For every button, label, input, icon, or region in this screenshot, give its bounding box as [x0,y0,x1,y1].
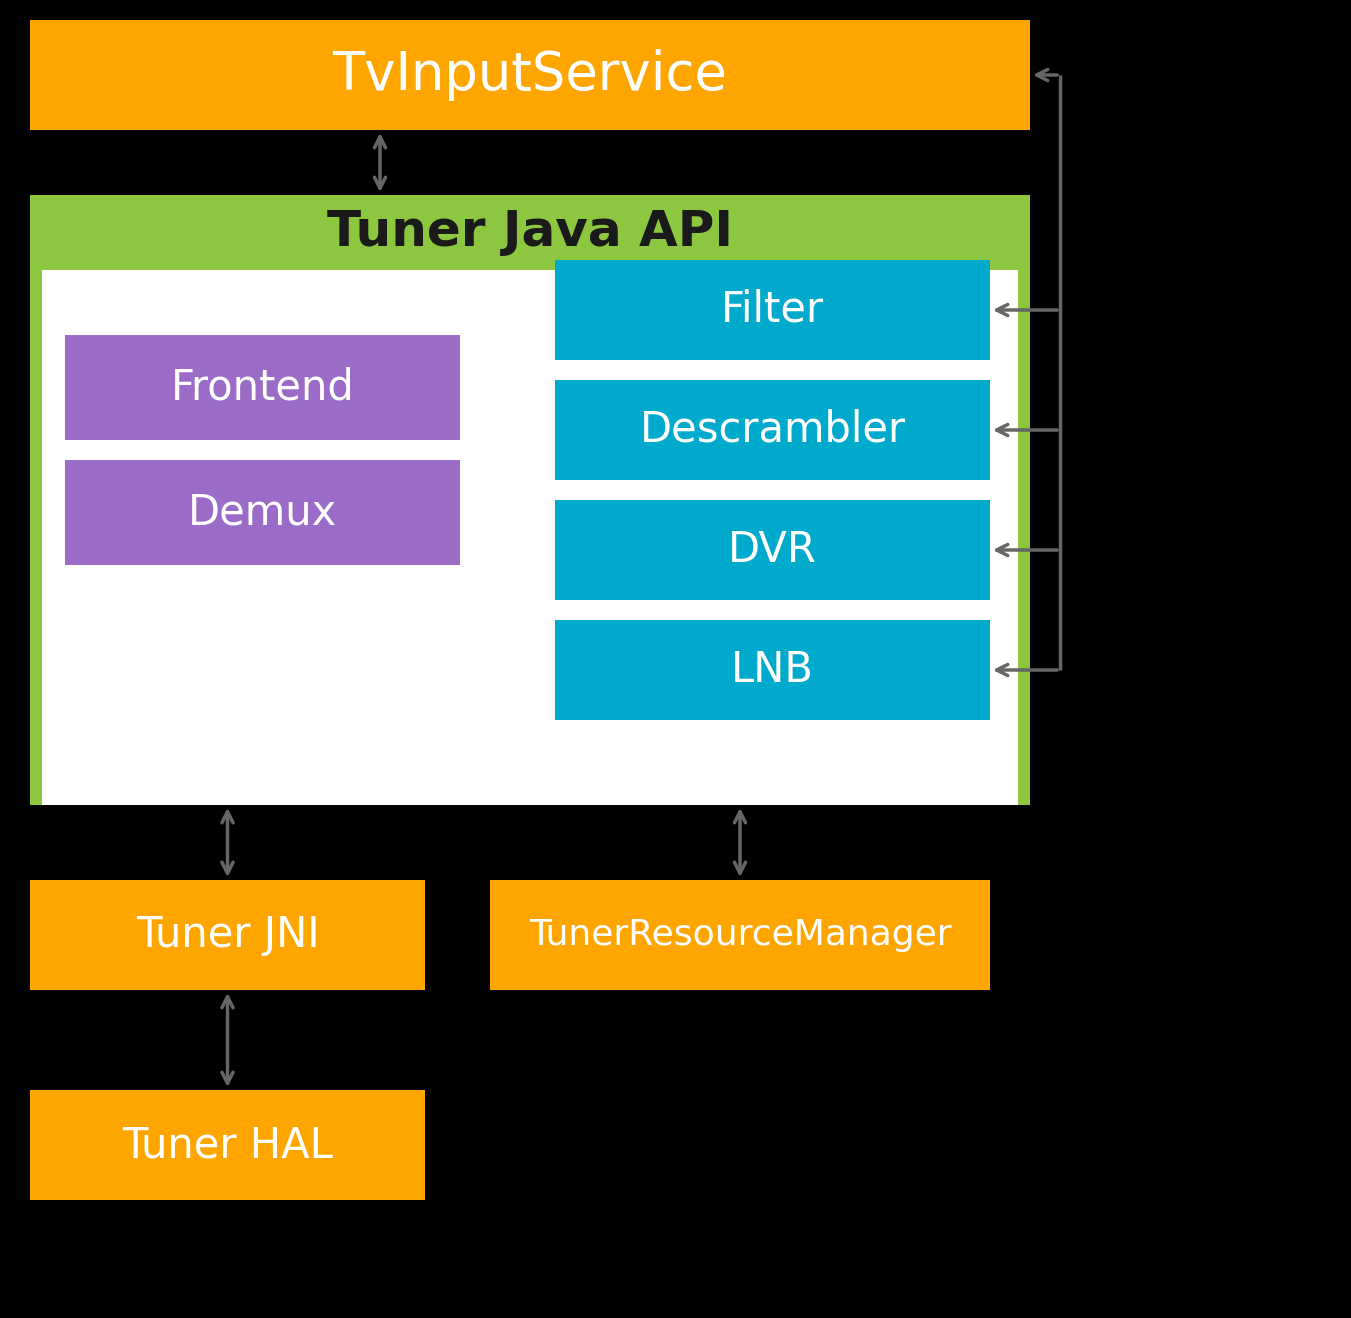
Bar [30,880,426,990]
Text: Demux: Demux [188,492,338,534]
Bar [555,619,990,720]
Bar [30,20,1029,130]
Bar [42,270,1019,805]
Bar [65,335,459,440]
Text: Tuner Java API: Tuner Java API [327,208,734,257]
Text: Descrambler: Descrambler [639,409,905,451]
Text: LNB: LNB [731,648,815,691]
Text: Filter: Filter [721,289,824,331]
Bar [30,195,1029,805]
Text: Tuner JNI: Tuner JNI [135,913,319,956]
Bar [555,500,990,600]
Text: TunerResourceManager: TunerResourceManager [528,919,951,952]
Text: Tuner HAL: Tuner HAL [122,1124,332,1166]
Bar [555,380,990,480]
Bar [490,880,990,990]
Bar [555,260,990,360]
Bar [1034,0,1351,1318]
Bar [65,460,459,565]
Text: DVR: DVR [728,529,817,571]
Text: Frontend: Frontend [170,366,354,409]
Bar [30,1090,426,1199]
Text: TvInputService: TvInputService [332,49,727,101]
